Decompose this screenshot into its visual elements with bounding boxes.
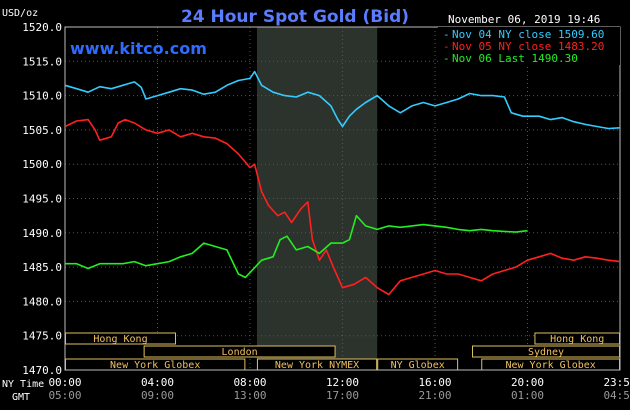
y-tick-label: 1470.0: [22, 364, 62, 377]
session-label: Hong Kong: [550, 334, 604, 345]
x-tick-label-gmt: 05:00: [48, 389, 81, 402]
legend-marker-nov05: -: [443, 40, 450, 53]
session-label: Sydney: [528, 347, 564, 358]
x-tick-label-ny: 08:00: [233, 376, 266, 389]
ny-time-axis-label: NY Time: [2, 379, 44, 390]
y-tick-label: 1510.0: [22, 90, 62, 103]
x-tick-label-gmt: 09:00: [141, 389, 174, 402]
legend-entry-nov04: Nov 04 NY close 1509.60: [452, 28, 604, 41]
legend-entry-nov06: Nov 06 Last 1490.30: [452, 52, 578, 65]
date-label: November 06, 2019 19:46: [448, 13, 600, 26]
x-tick-label-ny: 23:59: [603, 376, 630, 389]
y-tick-label: 1485.0: [22, 261, 62, 274]
series-line-2: [65, 214, 528, 279]
unit-label: USD/oz: [2, 8, 38, 19]
session-label: New York Globex: [110, 360, 200, 371]
session-bar: [143, 345, 336, 358]
y-tick-label: 1490.0: [22, 227, 62, 240]
legend-marker-nov06: -: [443, 52, 450, 65]
y-tick-label: 1500.0: [22, 158, 62, 171]
session-label: New York Globex: [505, 360, 595, 371]
x-tick-label-gmt: 13:00: [233, 389, 266, 402]
session-label: London: [222, 347, 258, 358]
session-label: New York NYMEX: [275, 360, 359, 371]
legend-marker-nov04: -: [443, 28, 450, 41]
x-tick-label-ny: 12:00: [326, 376, 359, 389]
x-tick-label-gmt: 04:59: [603, 389, 630, 402]
watermark: www.kitco.com: [70, 39, 207, 58]
series-line-1: [64, 118, 621, 296]
x-tick-label-gmt: 21:00: [418, 389, 451, 402]
y-tick-label: 1520.0: [22, 21, 62, 34]
series-line-0: [64, 70, 621, 130]
x-tick-label-ny: 04:00: [141, 376, 174, 389]
session-label: NY Globex: [391, 360, 445, 371]
chart-title: 24 Hour Spot Gold (Bid): [181, 7, 409, 27]
x-tick-label-gmt: 17:00: [326, 389, 359, 402]
legend-entry-nov05: Nov 05 NY close 1483.20: [452, 40, 604, 53]
legend: - Nov 04 NY close 1509.60 - Nov 05 NY cl…: [438, 27, 620, 65]
y-tick-label: 1480.0: [22, 295, 62, 308]
y-tick-label: 1495.0: [22, 193, 62, 206]
x-tick-label-gmt: 01:00: [511, 389, 544, 402]
plot-frame: [64, 26, 621, 371]
x-tick-label-ny: 16:00: [418, 376, 451, 389]
session-label: Hong Kong: [93, 334, 147, 345]
legend-box: [438, 27, 620, 65]
gmt-axis-label: GMT: [12, 392, 30, 403]
x-tick-label-ny: 00:00: [48, 376, 81, 389]
x-tick-label-ny: 20:00: [511, 376, 544, 389]
y-tick-label: 1475.0: [22, 330, 62, 343]
y-tick-label: 1505.0: [22, 124, 62, 137]
y-tick-label: 1515.0: [22, 55, 62, 68]
